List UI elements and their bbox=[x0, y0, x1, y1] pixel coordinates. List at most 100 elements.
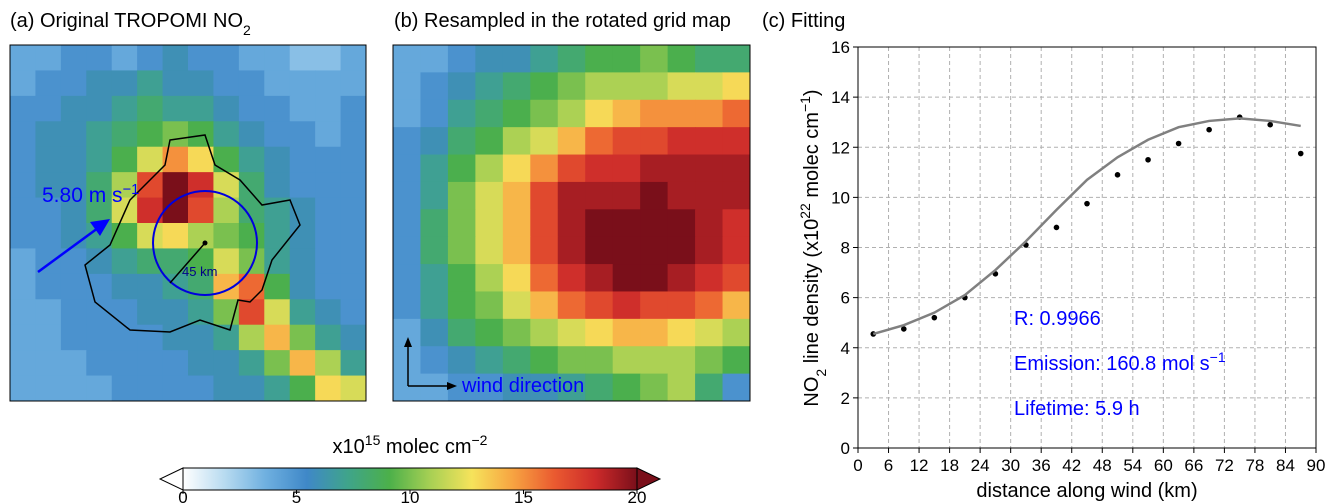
heat-cell bbox=[530, 154, 559, 183]
heat-cell bbox=[264, 172, 291, 199]
heat-cell bbox=[612, 318, 641, 347]
heat-cell bbox=[393, 99, 421, 128]
heat-cell bbox=[340, 95, 367, 122]
heat-cell bbox=[340, 70, 367, 97]
heat-cell bbox=[137, 172, 164, 199]
heat-cell bbox=[111, 273, 138, 300]
heat-cell bbox=[264, 197, 291, 224]
heat-cell bbox=[188, 197, 214, 224]
y-tick-label: 16 bbox=[831, 38, 850, 57]
frame bbox=[392, 44, 751, 402]
heat-cell bbox=[475, 236, 504, 265]
colorbar-label: x1015 molec cm−2 bbox=[333, 432, 488, 458]
heat-cell bbox=[60, 95, 87, 122]
heat-cell bbox=[447, 346, 476, 375]
data-point bbox=[1114, 172, 1121, 178]
colorbar-body bbox=[182, 467, 638, 491]
heat-cell bbox=[557, 72, 586, 101]
heat-cell bbox=[420, 154, 449, 183]
heat-cell bbox=[585, 346, 614, 375]
heat-cell bbox=[162, 299, 189, 326]
heat-cell bbox=[695, 264, 724, 292]
heat-cell bbox=[557, 127, 586, 156]
city-boundary bbox=[84, 134, 301, 333]
heat-cell bbox=[612, 264, 641, 292]
heat-cell bbox=[289, 299, 316, 326]
annotation-part: Lifetime: 5.9 h bbox=[1014, 398, 1140, 420]
x-tick-label: 24 bbox=[971, 456, 990, 475]
heat-cell bbox=[60, 350, 87, 377]
heat-cell bbox=[60, 45, 87, 71]
heat-cell bbox=[420, 99, 449, 128]
heat-cell bbox=[612, 72, 641, 101]
heat-cell bbox=[640, 373, 669, 402]
heat-cell bbox=[722, 127, 751, 156]
heat-cell bbox=[585, 209, 614, 238]
colorbar-label-part: −2 bbox=[471, 432, 487, 448]
heat-cell bbox=[530, 318, 559, 347]
heat-cell bbox=[213, 45, 240, 71]
heat-cell bbox=[213, 95, 240, 122]
heat-cell bbox=[289, 273, 316, 300]
heat-cell bbox=[238, 121, 265, 148]
colorbar-label-part: 15 bbox=[365, 432, 381, 448]
heat-cell bbox=[315, 248, 342, 275]
direction-label: wind direction bbox=[461, 375, 584, 397]
heat-cell bbox=[722, 291, 751, 320]
heat-cell bbox=[162, 248, 189, 275]
heat-cell bbox=[162, 350, 189, 377]
heat-cell bbox=[667, 99, 696, 128]
heat-cell bbox=[585, 264, 614, 292]
heat-cell bbox=[238, 95, 265, 122]
heat-cell bbox=[447, 236, 476, 265]
heat-cell bbox=[722, 99, 751, 128]
heat-cell bbox=[585, 154, 614, 183]
heat-cell bbox=[213, 172, 240, 199]
heat-cell bbox=[530, 236, 559, 265]
heat-cell bbox=[137, 45, 164, 71]
y-axis-label: NO2 line density (x1022 molec cm−1) bbox=[797, 89, 829, 406]
heat-cell bbox=[35, 146, 62, 173]
y-axis-label-part: −1 bbox=[797, 96, 813, 112]
heat-cell bbox=[475, 181, 504, 210]
colorbar-label-part: molec cm bbox=[380, 436, 471, 458]
data-point bbox=[901, 326, 907, 332]
annotation-part: Emission: 160.8 mol s bbox=[1014, 353, 1210, 375]
heat-cell bbox=[86, 45, 113, 71]
y-axis-label-part: ) bbox=[801, 89, 823, 96]
heat-cell bbox=[137, 375, 164, 402]
heat-cell bbox=[289, 95, 316, 122]
heat-cell bbox=[420, 318, 449, 347]
heat-cell bbox=[10, 70, 36, 97]
heat-cell bbox=[213, 273, 240, 300]
heat-cell bbox=[111, 121, 138, 148]
heat-cell bbox=[162, 45, 189, 71]
heat-cell bbox=[722, 72, 751, 101]
heat-cell bbox=[340, 350, 367, 377]
heat-cell bbox=[264, 324, 291, 351]
heat-cell bbox=[502, 99, 531, 128]
panel-title: (a) Original TROPOMI NO2 bbox=[10, 10, 251, 38]
heat-cell bbox=[111, 350, 138, 377]
heat-cell bbox=[475, 209, 504, 238]
heat-cell bbox=[289, 172, 316, 199]
heat-cell bbox=[340, 248, 367, 275]
x-tick-label: 30 bbox=[1001, 456, 1020, 475]
fit-line bbox=[872, 117, 1301, 336]
heat-cell bbox=[340, 197, 367, 224]
heat-cell bbox=[111, 45, 138, 71]
heat-cell bbox=[612, 236, 641, 265]
heat-cell bbox=[475, 45, 504, 73]
heat-cell bbox=[530, 264, 559, 292]
heat-cell bbox=[111, 375, 138, 402]
heat-cell bbox=[393, 72, 421, 101]
heat-cell bbox=[530, 373, 559, 402]
heat-cell bbox=[530, 99, 559, 128]
heat-cell bbox=[86, 146, 113, 173]
heat-cell bbox=[640, 154, 669, 183]
heat-cell bbox=[289, 350, 316, 377]
y-tick-label: 0 bbox=[841, 439, 850, 458]
heat-cell bbox=[557, 264, 586, 292]
heat-cell bbox=[10, 223, 36, 249]
